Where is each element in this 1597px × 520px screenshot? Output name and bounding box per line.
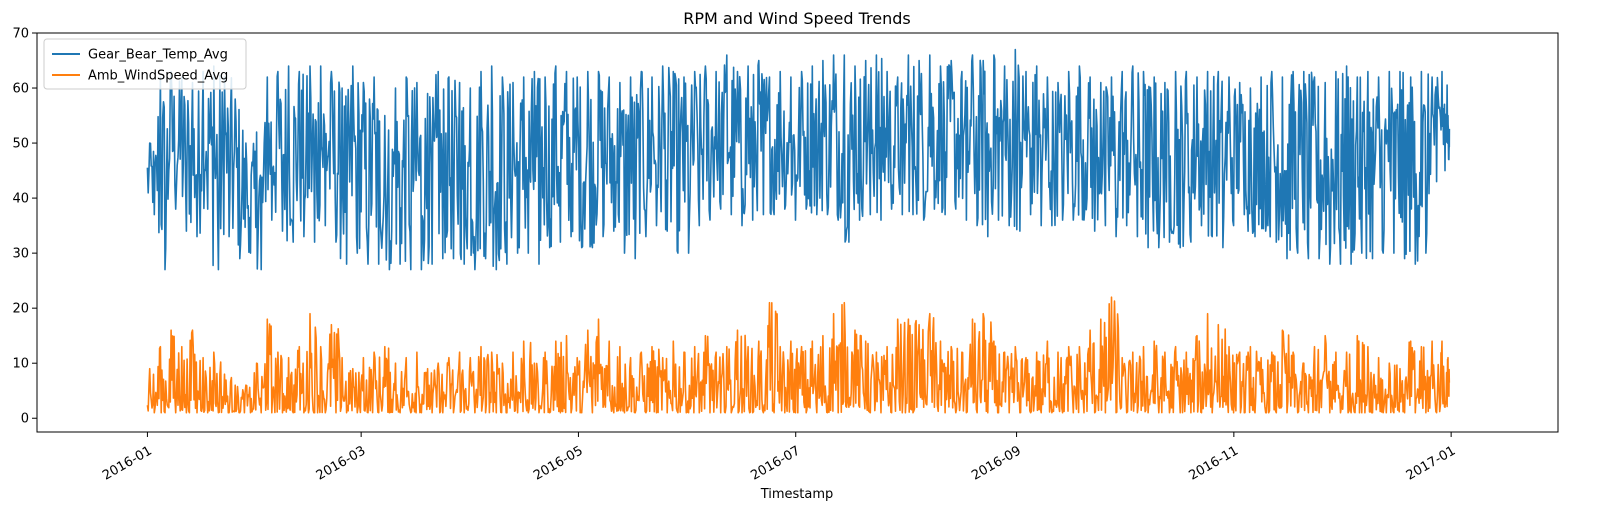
x-tick-label: 2016-07 [748,443,803,483]
x-tick-label: 2016-11 [1187,443,1242,483]
legend-box [43,38,247,90]
chart-title: RPM and Wind Speed Trends [683,9,911,28]
legend-entry-label: Gear_Bear_Temp_Avg [88,48,228,63]
y-tick-label: 30 [12,247,29,262]
x-tick-label: 2016-01 [100,443,155,483]
y-tick-label: 70 [12,27,29,42]
plot-frame [36,32,1559,433]
x-tick-label: 2016-03 [314,443,369,483]
y-axis: 0 10 20 30 40 50 60 70 [12,27,37,427]
series-line-gear-bear-temp-avg [146,48,1451,271]
legend: Gear_Bear_Temp_Avg Amb_WindSpeed_Avg [43,38,247,90]
legend-entry-label: Amb_WindSpeed_Avg [88,69,228,84]
y-tick-label: 60 [12,82,29,97]
y-tick-label: 50 [12,137,29,152]
y-tick-label: 0 [21,412,29,427]
x-axis-label: Timestamp [760,487,834,502]
y-tick-label: 40 [12,192,29,207]
x-tick-label: 2016-09 [969,443,1024,483]
x-tick-label: 2016-05 [531,443,586,483]
y-tick-label: 10 [12,357,29,372]
series-line-amb-windspeed-avg [146,296,1451,414]
series-layer [146,48,1451,414]
x-tick-label: 2017-01 [1404,443,1459,483]
y-tick-label: 20 [12,302,29,317]
x-axis: 2016-01 2016-03 2016-05 2016-07 2016-09 2016-… [100,432,1458,484]
